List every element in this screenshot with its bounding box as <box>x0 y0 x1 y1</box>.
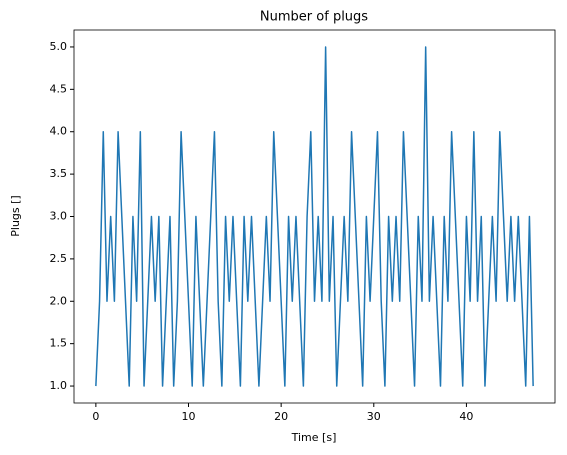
x-tick-label: 0 <box>92 410 99 423</box>
x-axis-label: Time [s] <box>291 431 337 444</box>
x-tick-label: 20 <box>274 410 288 423</box>
y-tick-label: 5.0 <box>50 40 68 53</box>
y-tick-label: 2.5 <box>50 252 68 265</box>
y-tick-label: 1.0 <box>50 379 68 392</box>
y-tick-label: 2.0 <box>50 294 68 307</box>
plot-frame <box>73 29 556 404</box>
y-tick-label: 4.0 <box>50 125 68 138</box>
data-line <box>95 46 534 387</box>
y-tick-label: 1.5 <box>50 337 68 350</box>
y-tick-label: 3.5 <box>50 167 68 180</box>
x-tick-label: 10 <box>182 410 196 423</box>
chart-title: Number of plugs <box>260 10 368 25</box>
x-tick-label: 30 <box>367 410 381 423</box>
y-axis-label: Plugs [] <box>9 195 22 236</box>
y-tick-label: 4.5 <box>50 82 68 95</box>
y-tick-label: 3.0 <box>50 210 68 223</box>
x-tick-label: 40 <box>459 410 473 423</box>
